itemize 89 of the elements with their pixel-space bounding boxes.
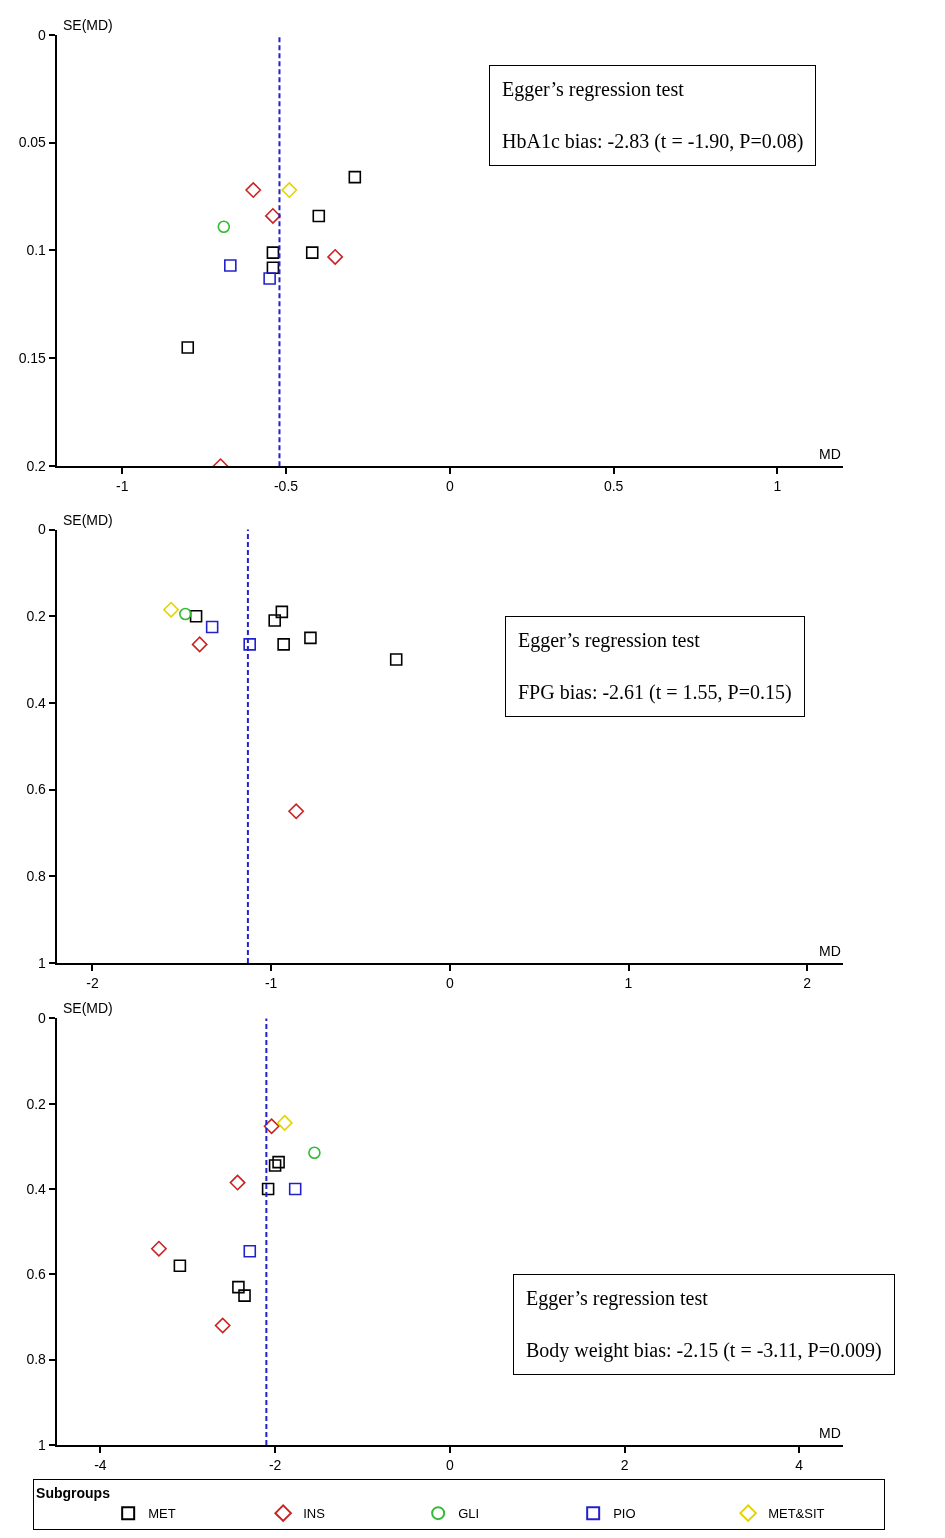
y-tick-label: 0.2 [26,1095,47,1112]
y-tick-label: 0.6 [26,781,47,798]
y-tick-label: 0 [38,1010,47,1027]
x-tick-label: 4 [795,1456,804,1473]
x-tick-label: 0 [445,974,454,991]
point [181,341,195,354]
point [308,1146,321,1160]
x-tick-label: -0.5 [273,477,299,494]
point [173,1259,187,1273]
y-tick-label: 1 [38,954,47,971]
x-tick-label: 0 [445,1456,454,1473]
y-axis-title: SE(MD) [63,17,113,33]
point [205,620,219,634]
x-tick-label: 0 [445,477,454,494]
y-tick-label: 0 [38,521,47,538]
point [312,209,326,223]
y-tick-label: 0 [38,26,47,43]
point [305,246,319,259]
legend-label: INS [303,1506,326,1522]
y-tick-label: 0.15 [18,350,47,367]
x-tick-label: -4 [94,1456,107,1473]
x-tick-label: 1 [624,974,633,991]
point [263,1118,280,1135]
x-tick-label: 1 [773,477,782,494]
point [163,601,180,618]
legend-label: MET [148,1506,176,1522]
point [243,1244,257,1258]
annotation: Egger’s regression test [518,629,701,652]
legend-title: Subgroups [36,1485,111,1502]
y-tick-label: 0.2 [26,458,47,475]
point [224,259,237,272]
point [214,1317,231,1334]
legend-label: PIO [613,1506,636,1522]
point [389,653,403,666]
y-tick-label: 1 [38,1436,47,1453]
x-tick-label: -1 [115,477,129,494]
point [272,1155,285,1169]
point [238,1289,251,1302]
point [243,638,256,651]
y-tick-label: 0.4 [26,694,47,711]
annotation: HbA1c bias: -2.83 (t = -1.90, P=0.08) [502,130,804,153]
point [245,182,262,198]
y-tick-label: 0.8 [26,868,47,885]
point [179,607,192,621]
x-axis-title: MD [819,943,841,959]
point [304,631,317,645]
x-tick-label: 2 [620,1456,629,1473]
point [264,207,281,224]
point [348,170,362,184]
x-axis-title: MD [819,446,841,462]
point [268,614,281,627]
point [276,1114,293,1131]
point [277,638,290,651]
legend-label: GLI [458,1506,480,1522]
point [150,1240,167,1257]
x-axis-title: MD [819,1425,841,1441]
x-tick-label: -2 [86,974,99,991]
point [229,1174,246,1191]
point [232,1280,245,1294]
point [217,220,231,234]
point [281,182,298,198]
y-tick-label: 0.6 [26,1266,47,1283]
y-axis-title: SE(MD) [63,512,113,528]
y-tick-label: 0.1 [26,242,47,259]
point [288,1182,302,1196]
point [266,246,280,259]
point [266,261,280,275]
point [263,272,276,285]
annotation: Egger’s regression test [526,1287,709,1310]
y-tick-label: 0.4 [26,1180,47,1197]
x-tick-label: -1 [264,974,278,991]
point [327,248,344,265]
annotation: FPG bias: -2.61 (t = 1.55, P=0.15) [518,681,792,704]
y-tick-label: 0.8 [26,1351,47,1368]
x-tick-label: 2 [803,974,812,991]
legend-label: MET&SIT [768,1506,825,1522]
x-tick-label: -2 [268,1456,282,1473]
annotation: Body weight bias: -2.15 (t = -3.11, P=0.009) [526,1339,882,1362]
y-tick-label: 0.05 [18,134,47,151]
y-tick-label: 0.2 [26,608,47,625]
y-axis-title: SE(MD) [63,1000,113,1016]
point [288,803,305,820]
point [189,609,203,623]
point [275,605,289,619]
x-tick-label: 0.5 [603,477,624,494]
annotation: Egger’s regression test [502,78,685,101]
point [261,1182,275,1196]
point [268,1159,282,1172]
point [191,636,208,653]
